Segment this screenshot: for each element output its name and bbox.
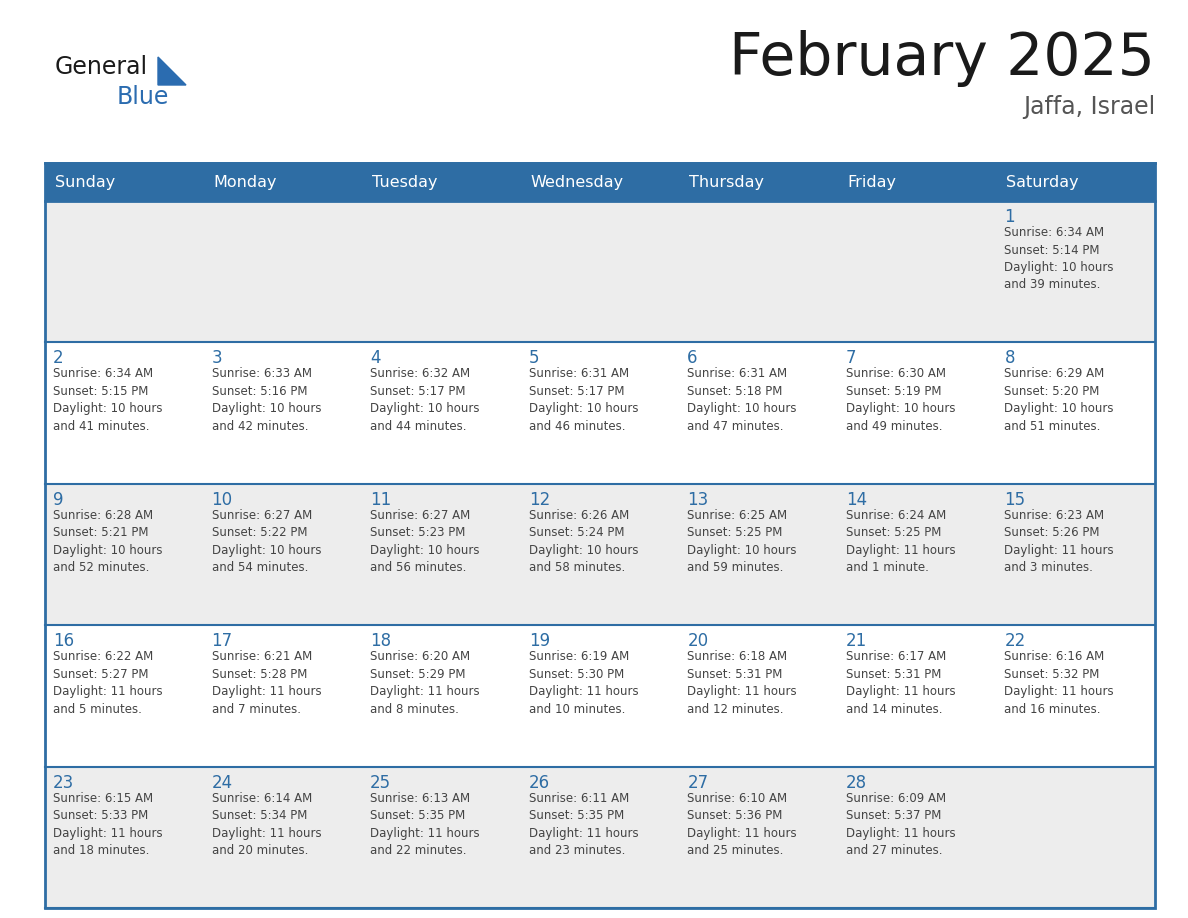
Text: General: General [55, 55, 148, 79]
Text: 24: 24 [211, 774, 233, 791]
Text: 11: 11 [371, 491, 391, 509]
Text: 7: 7 [846, 350, 857, 367]
Text: 26: 26 [529, 774, 550, 791]
Bar [45, 767, 1155, 908]
Text: Sunrise: 6:27 AM
Sunset: 5:22 PM
Daylight: 10 hours
and 54 minutes.: Sunrise: 6:27 AM Sunset: 5:22 PM Dayligh… [211, 509, 321, 575]
Text: Friday: Friday [848, 174, 897, 189]
Text: 25: 25 [371, 774, 391, 791]
Text: Sunrise: 6:11 AM
Sunset: 5:35 PM
Daylight: 11 hours
and 23 minutes.: Sunrise: 6:11 AM Sunset: 5:35 PM Dayligh… [529, 791, 638, 857]
Bar [45, 201, 1155, 342]
Text: Sunrise: 6:33 AM
Sunset: 5:16 PM
Daylight: 10 hours
and 42 minutes.: Sunrise: 6:33 AM Sunset: 5:16 PM Dayligh… [211, 367, 321, 433]
Text: Sunrise: 6:13 AM
Sunset: 5:35 PM
Daylight: 11 hours
and 22 minutes.: Sunrise: 6:13 AM Sunset: 5:35 PM Dayligh… [371, 791, 480, 857]
Text: Sunrise: 6:19 AM
Sunset: 5:30 PM
Daylight: 11 hours
and 10 minutes.: Sunrise: 6:19 AM Sunset: 5:30 PM Dayligh… [529, 650, 638, 716]
Bar [45, 163, 1155, 201]
Text: 9: 9 [53, 491, 63, 509]
Text: 8: 8 [1004, 350, 1015, 367]
Text: Sunrise: 6:26 AM
Sunset: 5:24 PM
Daylight: 10 hours
and 58 minutes.: Sunrise: 6:26 AM Sunset: 5:24 PM Dayligh… [529, 509, 638, 575]
Text: Sunrise: 6:15 AM
Sunset: 5:33 PM
Daylight: 11 hours
and 18 minutes.: Sunrise: 6:15 AM Sunset: 5:33 PM Dayligh… [53, 791, 163, 857]
Text: Saturday: Saturday [1006, 174, 1079, 189]
Text: February 2025: February 2025 [729, 30, 1155, 87]
Text: 2: 2 [53, 350, 64, 367]
Text: Sunday: Sunday [55, 174, 115, 189]
Text: Thursday: Thursday [689, 174, 764, 189]
Text: Sunrise: 6:22 AM
Sunset: 5:27 PM
Daylight: 11 hours
and 5 minutes.: Sunrise: 6:22 AM Sunset: 5:27 PM Dayligh… [53, 650, 163, 716]
Text: 27: 27 [688, 774, 708, 791]
Text: 18: 18 [371, 633, 391, 650]
Text: 28: 28 [846, 774, 867, 791]
Text: Blue: Blue [116, 85, 170, 109]
Text: Sunrise: 6:28 AM
Sunset: 5:21 PM
Daylight: 10 hours
and 52 minutes.: Sunrise: 6:28 AM Sunset: 5:21 PM Dayligh… [53, 509, 163, 575]
Polygon shape [158, 57, 187, 85]
Text: Sunrise: 6:25 AM
Sunset: 5:25 PM
Daylight: 10 hours
and 59 minutes.: Sunrise: 6:25 AM Sunset: 5:25 PM Dayligh… [688, 509, 797, 575]
Text: 15: 15 [1004, 491, 1025, 509]
Text: 1: 1 [1004, 208, 1015, 226]
Text: 22: 22 [1004, 633, 1025, 650]
Text: 10: 10 [211, 491, 233, 509]
Text: Sunrise: 6:20 AM
Sunset: 5:29 PM
Daylight: 11 hours
and 8 minutes.: Sunrise: 6:20 AM Sunset: 5:29 PM Dayligh… [371, 650, 480, 716]
Bar [45, 625, 1155, 767]
Text: 14: 14 [846, 491, 867, 509]
Text: Jaffa, Israel: Jaffa, Israel [1023, 95, 1155, 119]
Text: 3: 3 [211, 350, 222, 367]
Text: 12: 12 [529, 491, 550, 509]
Text: Sunrise: 6:34 AM
Sunset: 5:14 PM
Daylight: 10 hours
and 39 minutes.: Sunrise: 6:34 AM Sunset: 5:14 PM Dayligh… [1004, 226, 1114, 292]
Text: Sunrise: 6:27 AM
Sunset: 5:23 PM
Daylight: 10 hours
and 56 minutes.: Sunrise: 6:27 AM Sunset: 5:23 PM Dayligh… [371, 509, 480, 575]
Text: Tuesday: Tuesday [372, 174, 437, 189]
Text: 19: 19 [529, 633, 550, 650]
Text: Sunrise: 6:29 AM
Sunset: 5:20 PM
Daylight: 10 hours
and 51 minutes.: Sunrise: 6:29 AM Sunset: 5:20 PM Dayligh… [1004, 367, 1114, 433]
Text: Sunrise: 6:23 AM
Sunset: 5:26 PM
Daylight: 11 hours
and 3 minutes.: Sunrise: 6:23 AM Sunset: 5:26 PM Dayligh… [1004, 509, 1114, 575]
Text: 20: 20 [688, 633, 708, 650]
Text: 23: 23 [53, 774, 74, 791]
Text: Monday: Monday [214, 174, 277, 189]
Text: Sunrise: 6:10 AM
Sunset: 5:36 PM
Daylight: 11 hours
and 25 minutes.: Sunrise: 6:10 AM Sunset: 5:36 PM Dayligh… [688, 791, 797, 857]
Text: 13: 13 [688, 491, 708, 509]
Text: 5: 5 [529, 350, 539, 367]
Text: 16: 16 [53, 633, 74, 650]
Text: Sunrise: 6:18 AM
Sunset: 5:31 PM
Daylight: 11 hours
and 12 minutes.: Sunrise: 6:18 AM Sunset: 5:31 PM Dayligh… [688, 650, 797, 716]
Text: 6: 6 [688, 350, 697, 367]
Text: Sunrise: 6:16 AM
Sunset: 5:32 PM
Daylight: 11 hours
and 16 minutes.: Sunrise: 6:16 AM Sunset: 5:32 PM Dayligh… [1004, 650, 1114, 716]
Text: Sunrise: 6:32 AM
Sunset: 5:17 PM
Daylight: 10 hours
and 44 minutes.: Sunrise: 6:32 AM Sunset: 5:17 PM Dayligh… [371, 367, 480, 433]
Text: Sunrise: 6:21 AM
Sunset: 5:28 PM
Daylight: 11 hours
and 7 minutes.: Sunrise: 6:21 AM Sunset: 5:28 PM Dayligh… [211, 650, 321, 716]
Text: Sunrise: 6:09 AM
Sunset: 5:37 PM
Daylight: 11 hours
and 27 minutes.: Sunrise: 6:09 AM Sunset: 5:37 PM Dayligh… [846, 791, 955, 857]
Text: Sunrise: 6:24 AM
Sunset: 5:25 PM
Daylight: 11 hours
and 1 minute.: Sunrise: 6:24 AM Sunset: 5:25 PM Dayligh… [846, 509, 955, 575]
Text: Sunrise: 6:17 AM
Sunset: 5:31 PM
Daylight: 11 hours
and 14 minutes.: Sunrise: 6:17 AM Sunset: 5:31 PM Dayligh… [846, 650, 955, 716]
Text: Sunrise: 6:31 AM
Sunset: 5:18 PM
Daylight: 10 hours
and 47 minutes.: Sunrise: 6:31 AM Sunset: 5:18 PM Dayligh… [688, 367, 797, 433]
Text: Sunrise: 6:34 AM
Sunset: 5:15 PM
Daylight: 10 hours
and 41 minutes.: Sunrise: 6:34 AM Sunset: 5:15 PM Dayligh… [53, 367, 163, 433]
Text: 21: 21 [846, 633, 867, 650]
Bar [45, 163, 1155, 908]
Text: 17: 17 [211, 633, 233, 650]
Bar [45, 484, 1155, 625]
Text: Wednesday: Wednesday [531, 174, 624, 189]
Text: Sunrise: 6:14 AM
Sunset: 5:34 PM
Daylight: 11 hours
and 20 minutes.: Sunrise: 6:14 AM Sunset: 5:34 PM Dayligh… [211, 791, 321, 857]
Text: Sunrise: 6:31 AM
Sunset: 5:17 PM
Daylight: 10 hours
and 46 minutes.: Sunrise: 6:31 AM Sunset: 5:17 PM Dayligh… [529, 367, 638, 433]
Bar [45, 342, 1155, 484]
Text: 4: 4 [371, 350, 380, 367]
Text: Sunrise: 6:30 AM
Sunset: 5:19 PM
Daylight: 10 hours
and 49 minutes.: Sunrise: 6:30 AM Sunset: 5:19 PM Dayligh… [846, 367, 955, 433]
